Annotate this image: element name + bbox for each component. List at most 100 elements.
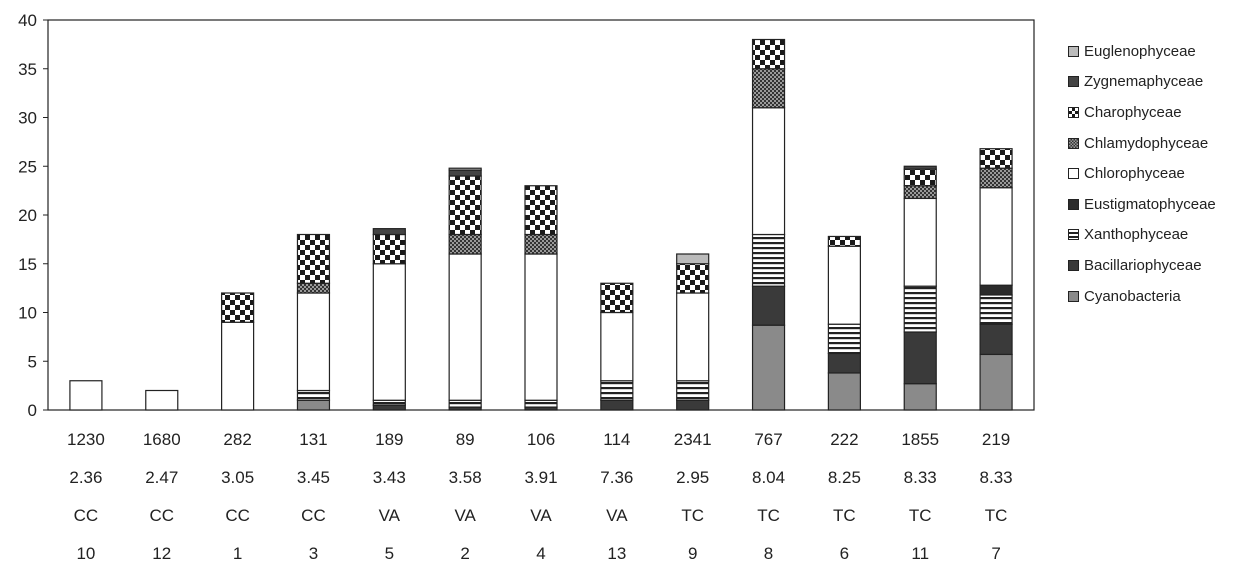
bar-segment-charophyceae [524,185,558,236]
bar-stack [903,165,937,411]
category-label-row-4: 3 [309,544,318,563]
category-label-row-4: 1 [233,544,242,563]
y-tick-label: 15 [18,255,37,274]
y-tick-label: 10 [18,304,37,323]
bar-segment-chlorophyceae [448,253,482,401]
bar-segment-charophyceae [827,235,861,247]
category-label-row-1: 1230 [67,430,105,449]
bar-segment-chlorophyceae [903,197,937,287]
legend-item: Charophyceae [1068,97,1216,128]
category-label-row-1: 1855 [901,430,939,449]
bar-segment-cyanobacteria [979,353,1013,411]
category-label-row-3: VA [379,506,401,525]
category-label-row-4: 5 [385,544,394,563]
bar-segment-chlorophyceae [221,321,255,411]
bar-segment-cyanobacteria [827,372,861,411]
category-label-row-3: TC [833,506,856,525]
bar-segment-chlorophyceae [372,263,406,401]
bar-segment-charophyceae [600,282,634,314]
bar-segment-chlamydophyceae [751,68,786,109]
legend-swatch [1068,76,1079,88]
category-label-row-3: TC [757,506,780,525]
legend-swatch [1068,259,1079,271]
category-label-row-3: CC [301,506,326,525]
bar-stack [676,253,710,411]
bar-segment-chlamydophyceae [979,167,1013,189]
category-label-row-1: 219 [982,430,1010,449]
legend-label: Chlamydophyceae [1084,134,1209,152]
y-tick-label: 5 [28,352,37,371]
category-label-row-2: 2.95 [676,468,709,487]
chart-legend: Euglenophyceae Zygnemaphyceae Charophyceae… [1068,36,1216,311]
bar-segment-chlorophyceae [524,253,558,401]
bar-segment-bacillariophyceae [676,399,710,411]
category-label-row-2: 3.05 [221,468,254,487]
bar-segment-cyanobacteria [751,324,786,411]
legend-swatch [1068,106,1079,118]
bar-segment-xanthophyceae [296,389,331,401]
category-label-row-4: 12 [152,544,171,563]
bar-segment-chlamydophyceae [448,233,482,255]
bar-segment-xanthophyceae [524,399,558,408]
bar-segment-xanthophyceae [903,285,937,333]
category-label-row-2: 8.33 [980,468,1013,487]
bar-segment-charophyceae [979,148,1013,169]
bar-segment-xanthophyceae [827,323,861,355]
bar-segment-xanthophyceae [600,380,634,401]
bar-segment-xanthophyceae [979,294,1013,325]
bar-segment-charophyceae [903,168,937,187]
bar-segment-zygnemaphyceae [372,228,406,236]
bar-segment-chlorophyceae [751,107,786,236]
category-label-row-4: 11 [911,544,929,563]
legend-item: Zygnemaphyceae [1068,67,1216,98]
category-label-row-2: 3.45 [297,468,330,487]
category-label-row-4: 10 [76,544,95,563]
legend-swatch [1068,290,1079,302]
category-label-row-2: 8.25 [828,468,861,487]
category-label-row-1: 222 [830,430,858,449]
legend-swatch [1068,45,1079,57]
category-label-row-3: TC [985,506,1008,525]
bar-segment-euglenophyceae [676,253,710,265]
category-label-row-2: 7.36 [600,468,633,487]
legend-label: Cyanobacteria [1084,287,1181,305]
legend-item: Cyanobacteria [1068,281,1216,312]
category-label-row-4: 7 [991,544,1000,563]
bar-segment-xanthophyceae [751,233,786,287]
category-label-row-3: CC [149,506,174,525]
category-label-row-4: 9 [688,544,697,563]
y-tick-label: 30 [18,109,37,128]
bar-segment-zygnemaphyceae [903,165,937,170]
legend-label: Charophyceae [1084,103,1182,121]
bar-stack [751,38,786,411]
category-label-row-3: TC [909,506,932,525]
legend-swatch [1068,168,1079,180]
bar-stack [69,380,103,411]
category-label-row-4: 2 [460,544,469,563]
bar-stack [524,185,558,411]
y-tick-label: 0 [28,401,37,420]
bar-stack [296,233,331,411]
category-label-row-2: 8.04 [752,468,785,487]
bar-segment-bacillariophyceae [827,352,861,374]
bar-segment-chlamydophyceae [296,282,331,294]
bar-segment-chlorophyceae [676,292,710,382]
bar-stack [372,228,406,411]
legend-swatch [1068,198,1079,210]
category-label-row-4: 13 [607,544,626,563]
bar-segment-chlamydophyceae [903,185,937,200]
bar-segment-chlorophyceae [979,187,1013,286]
legend-label: Bacillariophyceae [1084,256,1202,274]
legend-item: Chlorophyceae [1068,158,1216,189]
legend-swatch [1068,137,1079,149]
bar-segment-charophyceae [372,233,406,265]
bar-segment-chlorophyceae [600,311,634,382]
legend-item: Xanthophyceae [1068,220,1216,251]
category-label-row-1: 282 [223,430,251,449]
bar-segment-xanthophyceae [372,399,406,406]
category-label-row-1: 1680 [143,430,181,449]
legend-swatch [1068,229,1079,241]
bar-segment-chlorophyceae [145,389,179,411]
